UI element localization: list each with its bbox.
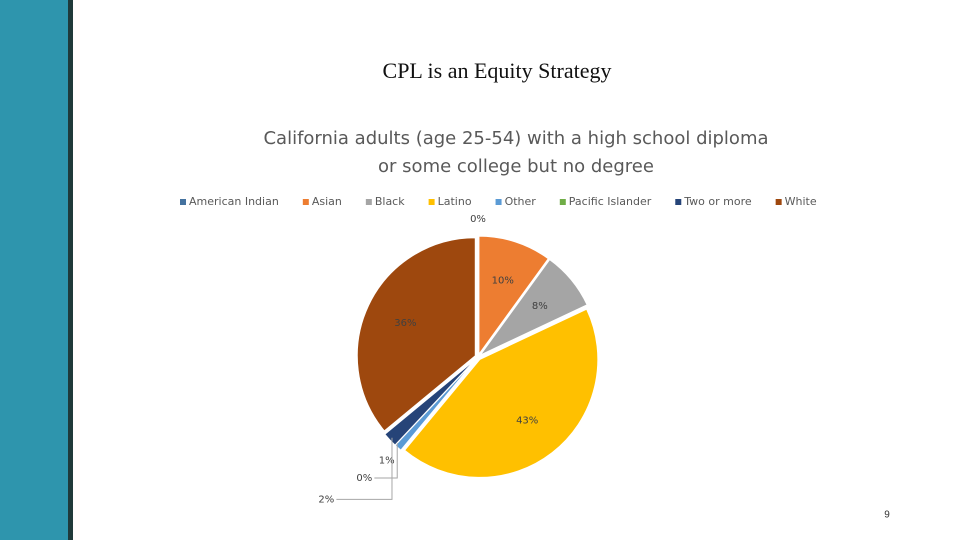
legend-label: Pacific Islander <box>569 195 652 208</box>
slice-label: 0% <box>470 214 486 225</box>
pie-slice <box>356 237 476 432</box>
page-number: 9 <box>884 510 890 521</box>
leader-line <box>336 437 393 500</box>
chart-title: California adults (age 25-54) with a hig… <box>263 128 768 149</box>
legend-label: Latino <box>438 195 472 208</box>
leader-line <box>374 443 398 479</box>
legend-swatch <box>428 199 435 205</box>
slice-label: 10% <box>492 276 514 287</box>
legend-label: American Indian <box>189 195 279 208</box>
legend-label: Two or more <box>683 195 752 208</box>
legend-label: Asian <box>312 195 342 208</box>
legend-swatch <box>302 199 309 205</box>
legend-swatch <box>180 199 186 205</box>
legend-label: Black <box>375 195 405 208</box>
legend-swatch <box>675 199 682 205</box>
pie-slice <box>479 258 588 356</box>
slice-label: 43% <box>516 415 538 426</box>
legend-swatch <box>775 199 782 205</box>
legend-label: Other <box>505 195 537 208</box>
legend-swatch <box>559 199 566 205</box>
slice-label: 0% <box>356 473 372 484</box>
slice-label: 36% <box>394 318 416 329</box>
chart-title: or some college but no degree <box>378 156 654 177</box>
slice-label: 1% <box>379 456 395 467</box>
side-rule <box>68 0 73 540</box>
legend-swatch <box>365 199 372 205</box>
slice-label: 2% <box>318 494 334 505</box>
pie-slice <box>478 235 549 356</box>
pie-slice <box>384 358 477 446</box>
slice-label: 8% <box>532 301 548 312</box>
slide-title: CPL is an Equity Strategy <box>383 58 612 83</box>
legend-swatch <box>495 199 502 205</box>
pie-slice <box>403 308 599 478</box>
legend-label: White <box>785 195 817 208</box>
side-band <box>0 0 68 540</box>
